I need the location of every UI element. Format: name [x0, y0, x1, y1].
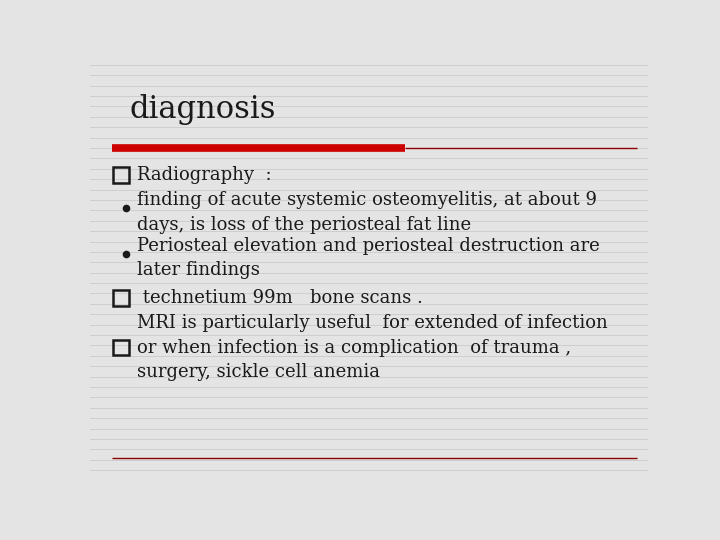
Text: diagnosis: diagnosis — [129, 94, 276, 125]
Bar — [114, 290, 129, 306]
Bar — [114, 340, 129, 355]
Text: Radiography  :: Radiography : — [138, 166, 272, 184]
Text: technetium 99m   bone scans .: technetium 99m bone scans . — [138, 289, 423, 307]
Bar — [114, 167, 129, 183]
Text: Periosteal elevation and periosteal destruction are
later findings: Periosteal elevation and periosteal dest… — [138, 237, 600, 279]
Text: MRI is particularly useful  for extended of infection
or when infection is a com: MRI is particularly useful for extended … — [138, 314, 608, 381]
Text: finding of acute systemic osteomyelitis, at about 9
days, is loss of the periost: finding of acute systemic osteomyelitis,… — [138, 191, 598, 234]
